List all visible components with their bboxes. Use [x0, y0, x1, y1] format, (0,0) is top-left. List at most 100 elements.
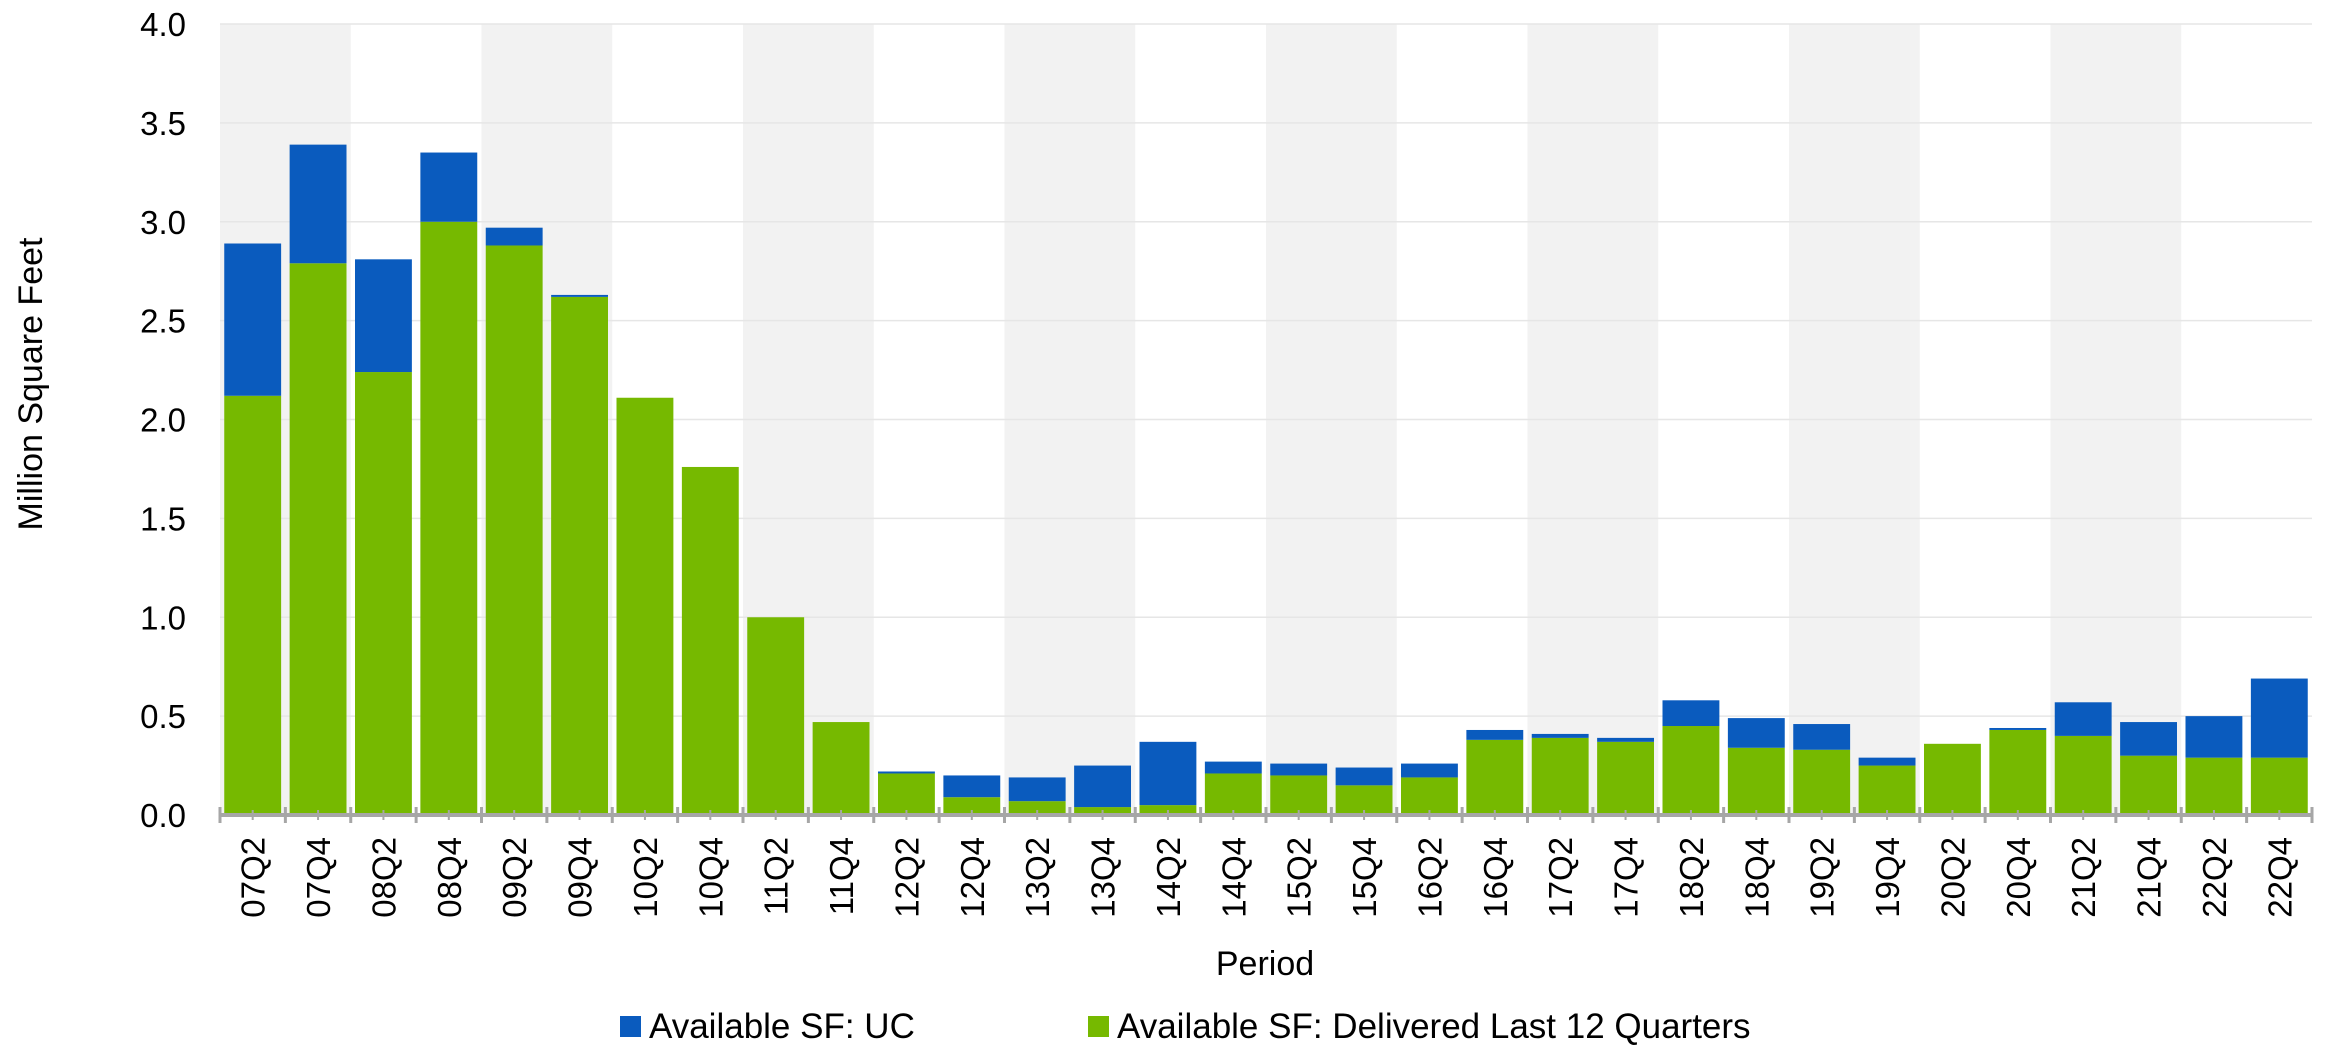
x-tick-label: 12Q2	[888, 837, 925, 918]
bar-delivered	[1923, 743, 1981, 815]
bar-uc	[1466, 729, 1524, 740]
bar-uc	[1597, 737, 1655, 742]
bar-delivered	[1793, 749, 1851, 815]
y-tick-label: 0.0	[140, 797, 186, 834]
legend-swatch-uc	[620, 1016, 641, 1037]
y-tick-label: 3.5	[140, 105, 186, 142]
bar-delivered	[1597, 741, 1655, 815]
bar-uc	[877, 771, 935, 774]
bar-delivered	[289, 263, 347, 816]
bar-uc	[1074, 765, 1132, 808]
bar-delivered	[812, 722, 870, 815]
bar-delivered	[1662, 726, 1720, 815]
bar-uc	[2054, 702, 2112, 736]
x-tick-label: 22Q4	[2261, 837, 2298, 918]
x-tick-label: 14Q4	[1215, 837, 1252, 918]
x-tick-label: 07Q4	[300, 837, 337, 918]
y-tick-label: 3.0	[140, 204, 186, 241]
bar-delivered	[1400, 777, 1458, 815]
x-tick-label: 09Q4	[562, 837, 599, 918]
bar-delivered	[1727, 747, 1785, 815]
x-tick-label: 10Q2	[627, 837, 664, 918]
bar-delivered	[747, 617, 805, 815]
bar-uc	[1400, 763, 1458, 778]
bar-uc	[1204, 761, 1262, 774]
legend-label-delivered: Available SF: Delivered Last 12 Quarters	[1117, 1007, 1751, 1045]
bar-uc	[354, 259, 412, 373]
bar-delivered	[551, 296, 609, 815]
x-tick-label: 17Q2	[1542, 837, 1579, 918]
x-axis	[218, 807, 2314, 823]
bar-delivered	[420, 221, 478, 815]
x-tick-label: 16Q2	[1411, 837, 1448, 918]
x-tick-label: 08Q4	[431, 837, 468, 918]
bar-uc	[1727, 718, 1785, 748]
x-tick-label: 17Q4	[1608, 837, 1645, 918]
legend-label-uc: Available SF: UC	[649, 1007, 915, 1045]
x-tick-label: 19Q2	[1804, 837, 1841, 918]
x-tick-label: 21Q4	[2131, 837, 2168, 918]
y-axis-title: Million Square Feet	[12, 237, 50, 530]
bar-delivered	[1008, 801, 1066, 815]
x-axis-title: Period	[1216, 945, 1314, 983]
x-tick-label: 19Q4	[1869, 837, 1906, 918]
x-tick-label: 11Q4	[823, 837, 860, 915]
bar-uc	[551, 294, 609, 297]
x-tick-label: 13Q2	[1019, 837, 1056, 918]
legend-swatch-delivered	[1088, 1016, 1109, 1037]
bar-uc	[224, 243, 282, 396]
bar-delivered	[2054, 735, 2112, 815]
y-tick-label: 0.5	[140, 698, 186, 735]
y-tick-label: 2.0	[140, 402, 186, 439]
x-tick-label: 07Q2	[235, 837, 272, 918]
bar-uc	[1008, 777, 1066, 802]
bar-delivered	[943, 797, 1001, 815]
bar-uc	[1270, 763, 1328, 776]
x-tick-label: 12Q4	[954, 837, 991, 918]
bar-uc	[289, 144, 347, 264]
bar-delivered	[1989, 729, 2047, 815]
bar-uc	[1858, 757, 1916, 766]
bar-uc	[943, 775, 1001, 798]
bar-delivered	[2120, 755, 2178, 815]
bar-delivered	[616, 397, 674, 815]
bar-uc	[2185, 716, 2243, 758]
bar-uc	[1793, 724, 1851, 750]
bar-delivered	[1858, 765, 1916, 815]
bar-delivered	[1270, 775, 1328, 815]
bar-uc	[485, 227, 543, 246]
x-tick-label: 15Q2	[1281, 837, 1318, 918]
bar-delivered	[224, 395, 282, 815]
x-tick-label: 14Q2	[1150, 837, 1187, 918]
bar-uc	[420, 152, 478, 222]
bar-delivered	[1466, 739, 1524, 815]
bar-delivered	[877, 773, 935, 815]
bar-uc	[2120, 722, 2178, 756]
bar-delivered	[2250, 757, 2308, 815]
bars	[224, 144, 2308, 816]
x-tick-label: 20Q4	[2000, 837, 2037, 918]
x-tick-label: 11Q2	[758, 837, 795, 915]
bar-uc	[1335, 767, 1393, 786]
x-tick-label: 10Q4	[692, 837, 729, 918]
x-tick-label: 18Q2	[1673, 837, 1710, 918]
x-tick-label: 09Q2	[496, 837, 533, 918]
bar-uc	[1662, 700, 1720, 727]
y-tick-labels: 0.0 0.5 1.0 1.5 2.0 2.5 3.0 3.5 4.0	[140, 6, 186, 834]
x-tick-label: 22Q2	[2196, 837, 2233, 918]
y-tick-label: 2.5	[140, 303, 186, 340]
x-tick-label: 16Q4	[1477, 837, 1514, 918]
bar-delivered	[485, 245, 543, 816]
bar-uc	[2250, 678, 2308, 758]
y-tick-label: 1.5	[140, 500, 186, 537]
bar-delivered	[2185, 757, 2243, 815]
legend: Available SF: UC Available SF: Delivered…	[620, 1007, 1751, 1045]
bar-delivered	[681, 466, 739, 815]
bar-delivered	[1531, 737, 1589, 815]
x-tick-label: 13Q4	[1085, 837, 1122, 918]
y-tick-label: 4.0	[140, 6, 186, 43]
bar-delivered	[1204, 773, 1262, 815]
x-tick-label: 08Q2	[365, 837, 402, 918]
bar-uc	[1139, 741, 1197, 806]
